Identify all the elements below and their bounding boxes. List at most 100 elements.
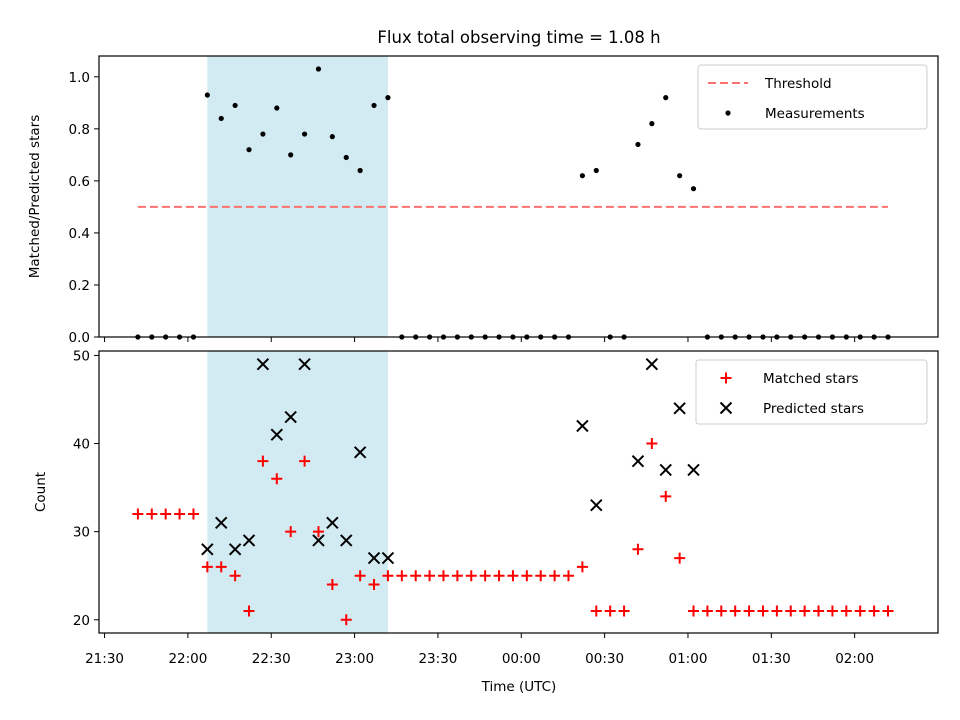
data-point	[854, 605, 866, 617]
data-point	[270, 428, 284, 441]
y-tick-label: 1.0	[69, 70, 90, 86]
data-point	[673, 402, 686, 415]
data-point	[549, 570, 561, 582]
data-point	[424, 570, 436, 582]
data-point	[451, 570, 463, 582]
data-point	[535, 570, 547, 582]
data-point	[590, 499, 603, 512]
data-point	[381, 551, 395, 565]
data-point	[576, 419, 589, 433]
data-point	[340, 614, 352, 626]
x-tick-label: 22:30	[252, 651, 291, 667]
data-point	[218, 115, 224, 122]
legend-label: Predicted stars	[763, 401, 864, 417]
data-point	[312, 526, 324, 538]
y-axis-label-top: Matched/Predicted stars	[27, 115, 43, 278]
y-tick-label: 0.0	[69, 330, 90, 346]
y-tick-label: 0.6	[69, 174, 90, 190]
data-point	[385, 95, 391, 101]
chart-title: Flux total observing time = 1.08 h	[377, 28, 660, 47]
x-tick-label: 23:00	[335, 651, 374, 667]
data-point	[298, 358, 311, 371]
data-point	[274, 105, 280, 111]
legend-label: Measurements	[765, 106, 865, 122]
data-point	[242, 534, 256, 547]
data-point	[353, 446, 367, 459]
data-point	[368, 579, 380, 591]
bottom-panel: 20 30 40 50 21:30 22:00 22:30 23:00 23:30 00:00 00…	[73, 348, 939, 667]
data-point	[256, 358, 270, 371]
data-point	[882, 605, 894, 617]
data-point	[146, 508, 158, 520]
plot-frame	[98, 350, 939, 634]
data-point	[315, 66, 322, 72]
y-tick-label: 0.4	[69, 226, 90, 242]
data-point	[288, 152, 294, 158]
data-point	[677, 173, 683, 179]
y-tick-label: 0.2	[69, 278, 90, 294]
data-point	[604, 605, 616, 617]
data-point	[687, 463, 700, 477]
data-point	[174, 508, 186, 520]
series-predicted-stars	[201, 358, 700, 565]
data-point	[813, 605, 825, 617]
data-point	[201, 543, 214, 556]
data-point	[579, 173, 585, 179]
data-point	[645, 358, 659, 371]
data-point	[576, 561, 588, 573]
data-point	[465, 570, 477, 582]
observing-window-band	[207, 56, 388, 337]
data-point	[521, 570, 533, 582]
y-tick-label: 40	[73, 437, 90, 453]
y-axis-label-bottom: Count	[33, 472, 49, 512]
data-point	[260, 131, 266, 137]
legend: Threshold Measurements	[697, 64, 928, 130]
legend-swatch	[720, 372, 732, 384]
data-point	[382, 570, 394, 582]
data-point	[215, 516, 228, 530]
data-point	[271, 473, 283, 485]
data-point	[410, 570, 422, 582]
top-panel: 0.0 0.2 0.4 0.6 0.8 1.0 Threshold Measurements	[69, 55, 939, 346]
data-point	[367, 551, 381, 565]
data-point	[660, 490, 672, 502]
data-point	[618, 605, 630, 617]
y-tick-label: 0.8	[69, 122, 90, 138]
x-tick-label: 21:30	[85, 651, 124, 667]
data-point	[785, 605, 797, 617]
data-point	[299, 455, 311, 467]
data-point	[329, 134, 335, 140]
legend-box	[697, 64, 928, 130]
observing-window-band	[207, 351, 388, 633]
data-point	[649, 121, 655, 127]
data-point	[257, 455, 269, 467]
data-point	[201, 561, 213, 573]
data-point	[840, 605, 852, 617]
data-point	[688, 605, 700, 617]
data-point	[312, 534, 325, 547]
data-point	[284, 410, 297, 424]
x-tick-label: 00:30	[585, 651, 624, 667]
data-point	[799, 605, 811, 617]
x-tick-label: 00:00	[502, 651, 541, 667]
data-point	[674, 552, 686, 564]
data-point	[701, 605, 713, 617]
series-matched-stars	[132, 438, 894, 626]
data-point	[826, 605, 838, 617]
data-point	[301, 131, 308, 137]
plot-frame	[98, 55, 939, 338]
x-tick-label: 22:00	[168, 651, 207, 667]
data-point	[868, 605, 880, 617]
data-point	[590, 605, 602, 617]
data-point	[690, 186, 697, 192]
legend-label: Matched stars	[763, 371, 859, 387]
data-point	[646, 438, 658, 450]
data-point	[631, 454, 645, 468]
data-point	[493, 570, 505, 582]
legend: Matched stars Predicted stars	[695, 359, 928, 425]
data-point	[507, 570, 519, 582]
data-point	[371, 102, 377, 109]
data-point	[743, 605, 755, 617]
data-point	[632, 543, 644, 555]
